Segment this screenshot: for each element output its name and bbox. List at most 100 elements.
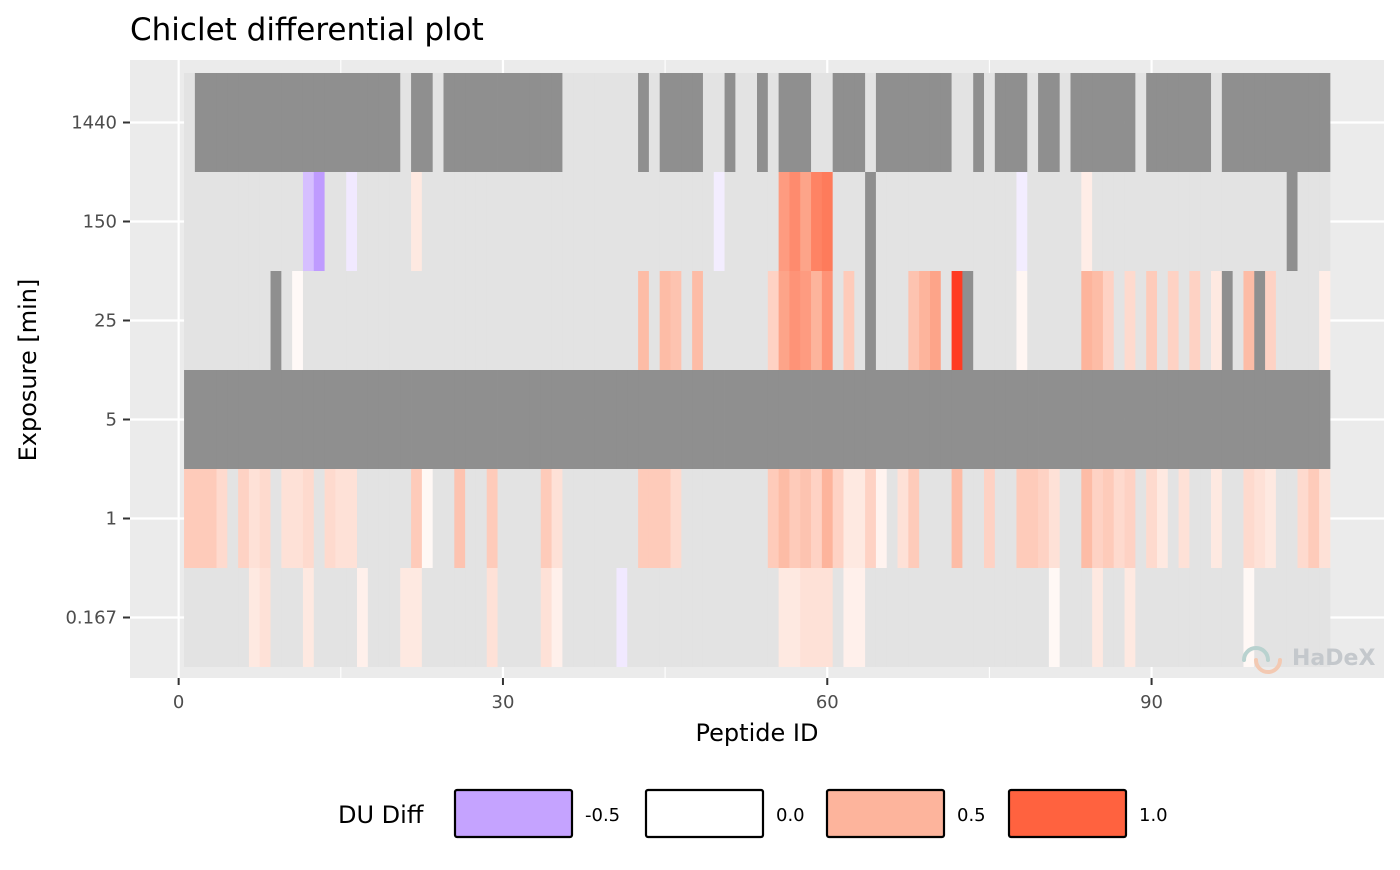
tile-missing <box>443 370 455 469</box>
tile-value <box>259 469 271 568</box>
tile-value <box>951 469 963 568</box>
tile-missing <box>1135 370 1147 469</box>
tile-value <box>1243 469 1255 568</box>
tile-zero <box>1005 469 1017 568</box>
tile-zero <box>1308 568 1320 667</box>
tile-value <box>1027 469 1039 568</box>
tile-value <box>800 469 812 568</box>
tile-value <box>1124 469 1136 568</box>
tile-missing <box>302 370 315 469</box>
tile-zero <box>584 469 596 568</box>
tile-missing <box>702 370 715 469</box>
tile-zero <box>346 568 358 667</box>
tile-value <box>854 469 866 568</box>
tile-zero <box>465 172 477 271</box>
tile-zero <box>681 568 693 667</box>
tile-missing <box>724 370 736 469</box>
tile-zero <box>735 568 747 667</box>
tile-zero <box>1005 271 1017 370</box>
tile-zero <box>605 469 617 568</box>
tile-zero <box>638 172 650 271</box>
tile-zero <box>421 172 434 271</box>
tile-missing <box>962 271 974 370</box>
tile-value <box>811 271 823 370</box>
tile-zero <box>994 568 1007 667</box>
tile-zero <box>486 271 498 370</box>
tile-zero <box>1113 568 1125 667</box>
tile-missing <box>1265 370 1277 469</box>
legend-key <box>1007 788 1128 839</box>
tile-value <box>324 469 336 568</box>
tile-value <box>281 469 293 568</box>
tile-zero <box>389 172 401 271</box>
tile-missing <box>1048 73 1061 172</box>
tile-value <box>778 568 790 667</box>
legend-label: 1.0 <box>1139 805 1168 826</box>
tile-zero <box>1135 271 1147 370</box>
tile-zero <box>281 271 293 370</box>
tile-zero <box>519 271 531 370</box>
tile-zero <box>194 271 207 370</box>
tile-zero <box>1059 469 1071 568</box>
tile-missing <box>324 370 336 469</box>
x-tick-label: 0 <box>173 692 184 713</box>
tile-zero <box>1211 73 1223 172</box>
tile-zero <box>205 271 217 370</box>
tile-zero <box>865 73 877 172</box>
tile-zero <box>562 271 574 370</box>
tile-zero <box>378 172 390 271</box>
tile-zero <box>1275 568 1288 667</box>
tile-zero <box>648 568 661 667</box>
x-tick-label: 90 <box>1140 692 1163 713</box>
tile-zero <box>432 271 444 370</box>
tile-value <box>302 172 315 271</box>
tile-zero <box>248 271 261 370</box>
tile-zero <box>346 271 358 370</box>
tile-missing <box>627 370 639 469</box>
tile-missing <box>1221 271 1234 370</box>
tile-zero <box>1070 568 1082 667</box>
tile-zero <box>1135 469 1147 568</box>
tile-value <box>1016 271 1028 370</box>
tile-missing <box>475 73 488 172</box>
tile-missing <box>1059 370 1071 469</box>
tile-value <box>821 469 834 568</box>
tile-zero <box>973 469 985 568</box>
tile-zero <box>702 73 715 172</box>
tile-zero <box>486 172 498 271</box>
tile-zero <box>1135 172 1147 271</box>
tile-missing <box>1265 73 1277 172</box>
tile-missing <box>1027 370 1039 469</box>
tile-zero <box>551 172 563 271</box>
tile-zero <box>735 469 747 568</box>
tile-value <box>248 469 261 568</box>
tile-missing <box>281 370 293 469</box>
tile-zero <box>886 271 898 370</box>
tile-missing <box>227 73 239 172</box>
tile-missing <box>616 370 628 469</box>
tile-zero <box>184 271 196 370</box>
tile-zero <box>302 271 315 370</box>
tile-missing <box>400 370 412 469</box>
tile-zero <box>367 469 380 568</box>
tile-value <box>811 568 823 667</box>
tile-value <box>919 271 931 370</box>
tile-zero <box>1297 568 1309 667</box>
legend-title: DU Diff <box>338 801 424 829</box>
tile-zero <box>1167 568 1180 667</box>
tile-missing <box>886 73 898 172</box>
tile-zero <box>1016 568 1028 667</box>
legend-key <box>644 788 765 839</box>
tile-zero <box>865 568 877 667</box>
tile-zero <box>497 271 509 370</box>
tile-missing <box>389 370 401 469</box>
tile-zero <box>400 469 412 568</box>
tile-zero <box>1308 271 1320 370</box>
tile-missing <box>497 370 509 469</box>
tile-missing <box>843 370 855 469</box>
y-tick-label: 150 <box>83 212 117 233</box>
tile-zero <box>357 172 369 271</box>
tile-missing <box>800 370 812 469</box>
tile-missing <box>465 73 477 172</box>
tile-zero <box>238 568 250 667</box>
